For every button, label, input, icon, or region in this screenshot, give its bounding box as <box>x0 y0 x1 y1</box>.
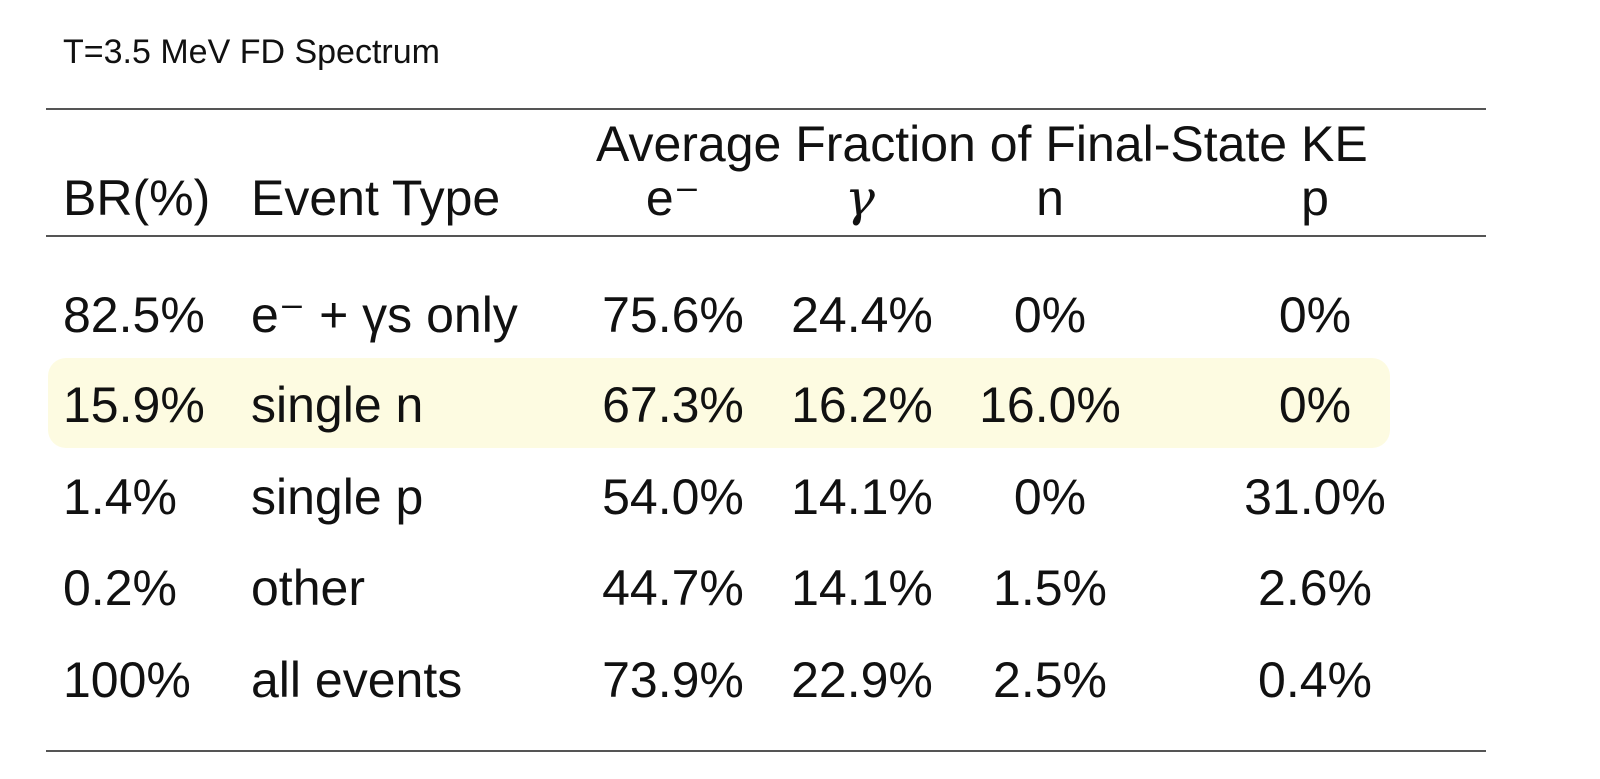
row-2-gamma: 14.1% <box>791 469 933 525</box>
row-4-gamma: 22.9% <box>791 652 933 708</box>
header-rule <box>46 235 1486 237</box>
row-3-proton: 2.6% <box>1258 560 1372 616</box>
top-rule <box>46 108 1486 110</box>
row-2-electron: 54.0% <box>602 469 744 525</box>
row-0-electron: 75.6% <box>602 287 744 343</box>
table-caption: T=3.5 MeV FD Spectrum <box>63 33 440 71</box>
column-header-br: BR(%) <box>63 170 211 226</box>
row-3-event-type: other <box>251 560 365 616</box>
row-0-proton: 0% <box>1278 287 1352 343</box>
row-3-neutron: 1.5% <box>993 560 1107 616</box>
column-header-event-type: Event Type <box>251 170 501 226</box>
row-0-event-type: e⁻ + γs only <box>251 287 518 343</box>
row-0-br: 82.5% <box>63 287 205 343</box>
row-0-neutron: 0% <box>1013 287 1087 343</box>
row-0-gamma: 24.4% <box>791 287 933 343</box>
row-2-neutron: 0% <box>1013 469 1087 525</box>
row-4-electron: 73.9% <box>602 652 744 708</box>
bottom-rule <box>46 750 1486 752</box>
column-header-electron: e⁻ <box>645 170 701 226</box>
row-1-gamma: 16.2% <box>791 377 933 433</box>
row-1-event-type: single n <box>251 377 424 433</box>
row-2-event-type: single p <box>251 469 424 525</box>
row-1-proton: 0% <box>1278 377 1352 433</box>
row-4-neutron: 2.5% <box>993 652 1107 708</box>
row-2-br: 1.4% <box>63 469 177 525</box>
column-header-neutron: n <box>1036 170 1064 226</box>
row-2-proton: 31.0% <box>1244 469 1386 525</box>
row-4-proton: 0.4% <box>1258 652 1372 708</box>
row-4-br: 100% <box>63 652 191 708</box>
row-3-electron: 44.7% <box>602 560 744 616</box>
column-header-gamma: γ <box>845 169 875 227</box>
column-group-header: Average Fraction of Final-State KE <box>596 116 1368 172</box>
row-1-br: 15.9% <box>63 377 205 433</box>
row-3-gamma: 14.1% <box>791 560 933 616</box>
row-4-event-type: all events <box>251 652 463 708</box>
row-1-neutron: 16.0% <box>979 377 1121 433</box>
column-header-proton: p <box>1301 170 1329 226</box>
highlighted-row-background <box>48 358 1390 448</box>
row-1-electron: 67.3% <box>602 377 744 433</box>
row-3-br: 0.2% <box>63 560 177 616</box>
